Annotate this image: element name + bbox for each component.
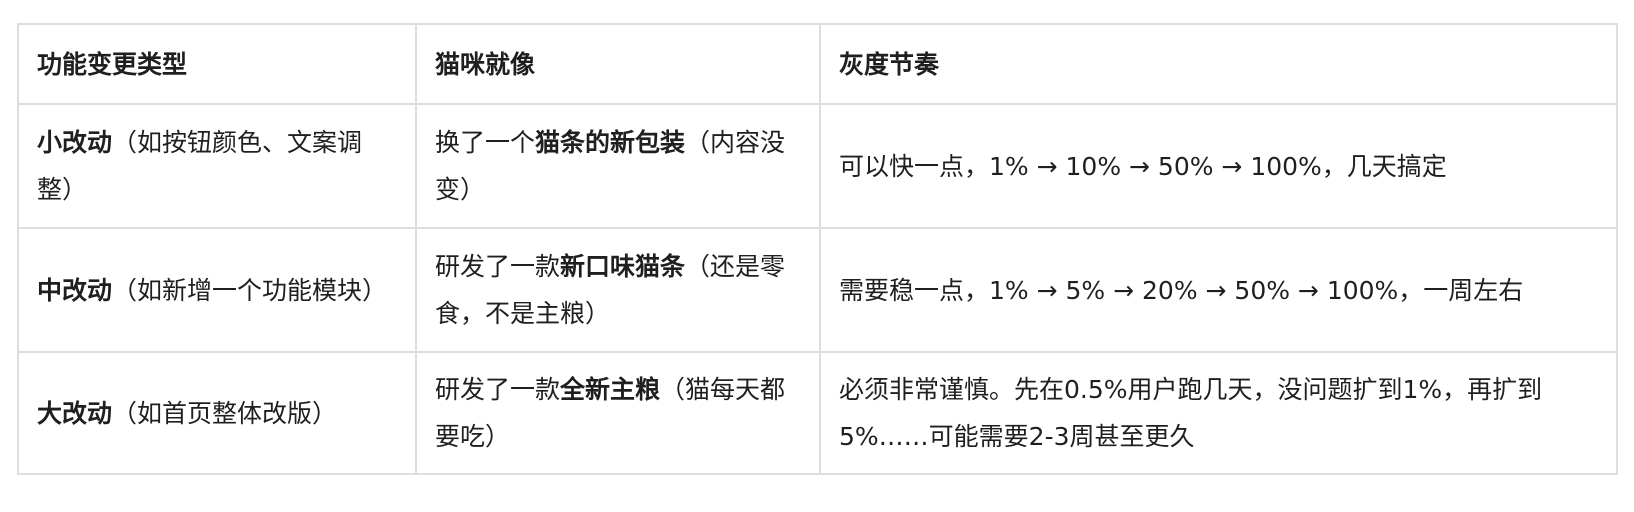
- table-row: 中改动（如新增一个功能模块） 研发了一款新口味猫条（还是零食，不是主粮） 需要稳…: [17, 227, 1618, 353]
- change-type-note: （如按钮颜色、文案调整）: [37, 128, 363, 204]
- rollout-table: 功能变更类型 猫咪就像 灰度节奏 小改动（如按钮颜色、文案调整） 换了一个猫条的…: [17, 23, 1618, 475]
- analogy-post: （还是零食，不是主粮）: [435, 252, 786, 328]
- cell-change-type: 小改动（如按钮颜色、文案调整）: [17, 103, 417, 229]
- analogy-post: （猫每天都要吃）: [435, 375, 786, 451]
- analogy-pre: 研发了一款: [435, 375, 561, 404]
- change-type-bold: 小改动: [37, 128, 113, 157]
- analogy-bold: 全新主粮: [560, 375, 661, 404]
- change-type-note: （如新增一个功能模块）: [112, 275, 388, 305]
- analogy-pre: 研发了一款: [435, 252, 561, 281]
- table-row: 大改动（如首页整体改版） 研发了一款全新主粮（猫每天都要吃） 必须非常谨慎。先在…: [17, 351, 1618, 475]
- analogy-post: （内容没变）: [435, 128, 786, 204]
- cell-cat-analogy: 研发了一款全新主粮（猫每天都要吃）: [415, 351, 821, 475]
- change-type-bold: 大改动: [37, 398, 113, 428]
- analogy-bold: 猫条的新包装: [535, 128, 686, 157]
- table-header-row: 功能变更类型 猫咪就像 灰度节奏: [17, 23, 1618, 105]
- analogy-pre: 换了一个: [435, 128, 536, 157]
- header-rollout-pace: 灰度节奏: [819, 23, 1618, 105]
- cell-rollout-pace: 需要稳一点，1% → 5% → 20% → 50% → 100%，一周左右: [819, 227, 1618, 353]
- cell-change-type: 中改动（如新增一个功能模块）: [17, 227, 417, 353]
- header-change-type: 功能变更类型: [17, 23, 417, 105]
- change-type-note: （如首页整体改版）: [112, 398, 338, 428]
- cell-change-type: 大改动（如首页整体改版）: [17, 351, 417, 475]
- change-type-bold: 中改动: [37, 275, 113, 305]
- cell-cat-analogy: 换了一个猫条的新包装（内容没变）: [415, 103, 821, 229]
- table-row: 小改动（如按钮颜色、文案调整） 换了一个猫条的新包装（内容没变） 可以快一点，1…: [17, 103, 1618, 229]
- header-cat-analogy: 猫咪就像: [415, 23, 821, 105]
- cell-rollout-pace: 必须非常谨慎。先在0.5%用户跑几天，没问题扩到1%，再扩到5%……可能需要2-…: [819, 351, 1618, 475]
- cell-cat-analogy: 研发了一款新口味猫条（还是零食，不是主粮）: [415, 227, 821, 353]
- analogy-bold: 新口味猫条: [560, 252, 686, 281]
- cell-rollout-pace: 可以快一点，1% → 10% → 50% → 100%，几天搞定: [819, 103, 1618, 229]
